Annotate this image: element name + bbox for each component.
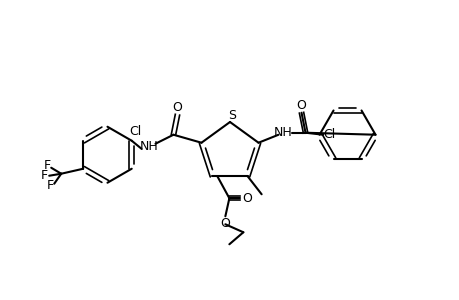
Text: Cl: Cl xyxy=(129,125,141,138)
Text: Cl: Cl xyxy=(323,128,335,141)
Text: F: F xyxy=(40,169,48,182)
Text: NH: NH xyxy=(140,140,158,153)
Text: O: O xyxy=(172,101,182,114)
Text: NH: NH xyxy=(274,126,292,139)
Text: F: F xyxy=(44,159,50,172)
Text: O: O xyxy=(242,192,252,205)
Text: O: O xyxy=(220,217,230,230)
Text: S: S xyxy=(228,109,235,122)
Text: F: F xyxy=(46,179,54,192)
Text: O: O xyxy=(296,99,306,112)
